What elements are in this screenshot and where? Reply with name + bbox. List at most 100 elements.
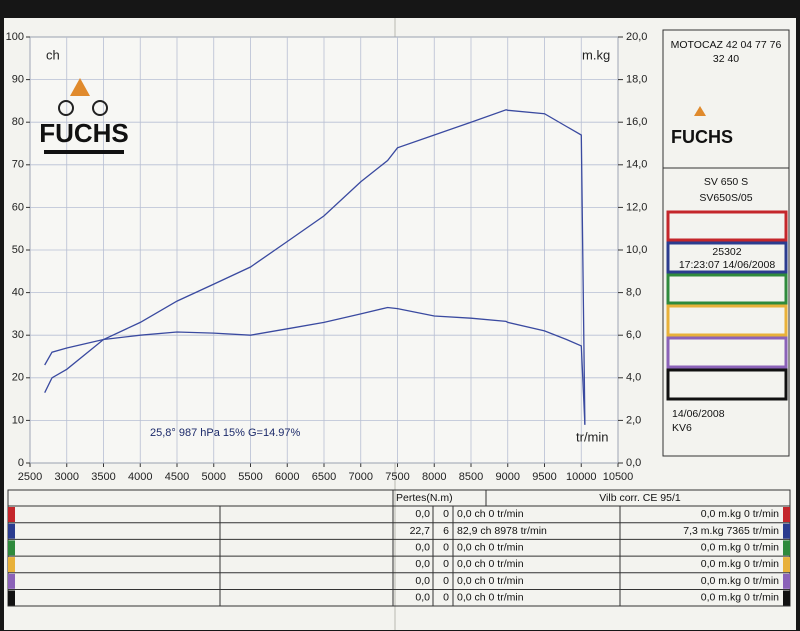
x-tick-label: 6500 <box>312 471 336 483</box>
curve <box>44 306 586 425</box>
row-swatch <box>783 557 790 573</box>
phone: 32 40 <box>713 53 739 65</box>
operator: KV6 <box>672 422 692 434</box>
x-tick-label: 2500 <box>18 471 42 483</box>
row-swatch <box>8 540 15 556</box>
cell: 0,0 ch 0 tr/min <box>457 592 524 604</box>
run-box <box>666 273 788 305</box>
logo: FUCHS <box>39 78 129 154</box>
x-tick-label: 3000 <box>55 471 79 483</box>
y-tick-label: 20 <box>12 372 24 384</box>
y-tick-label: 90 <box>12 74 24 86</box>
row-swatch <box>783 540 790 556</box>
run-time: 17:23:07 14/06/2008 <box>679 259 776 271</box>
run-id: 25302 <box>712 246 741 258</box>
y-tick-label: 40 <box>12 287 24 299</box>
y2-tick-label: 8,0 <box>626 287 641 299</box>
y-tick-label: 0 <box>18 457 24 469</box>
row-swatch <box>8 507 15 522</box>
cell: 0,0 ch 0 tr/min <box>457 558 524 570</box>
x-axis-label: tr/min <box>576 429 609 444</box>
y2-tick-label: 12,0 <box>626 201 647 213</box>
company: MOTOCAZ 42 04 77 76 <box>671 39 782 51</box>
run-box <box>666 241 788 274</box>
run-box <box>666 368 788 401</box>
row-swatch <box>8 573 15 589</box>
panel-logo-triangle <box>694 106 706 116</box>
run-box <box>666 210 788 242</box>
cell: 82,9 ch 8978 tr/min <box>457 525 547 537</box>
row-swatch <box>783 523 790 539</box>
y2-tick-label: 14,0 <box>626 159 647 171</box>
x-tick-label: 4500 <box>165 471 189 483</box>
y2-tick-label: 20,0 <box>626 31 647 43</box>
x-tick-label: 6000 <box>275 471 299 483</box>
y-tick-label: 70 <box>12 159 24 171</box>
plot: 2500 3000 3500 4000 4500 5000 5500 6000 6500 7000… <box>6 31 648 483</box>
header-standard: Vilb corr. CE 95/1 <box>599 492 681 504</box>
x-tick-label: 3500 <box>91 471 115 483</box>
x-tick-label: 7500 <box>385 471 409 483</box>
cell: 0 <box>443 592 449 604</box>
file: SV650S/05 <box>699 192 752 204</box>
curve <box>44 109 586 425</box>
x-tick-label: 9500 <box>532 471 556 483</box>
panel-frame <box>662 29 790 457</box>
cell: 0,0 <box>415 558 430 570</box>
y2-tick-label: 0,0 <box>626 457 641 469</box>
y2-tick-label: 18,0 <box>626 74 647 86</box>
cell: 0,0 m.kg 0 tr/min <box>701 558 779 570</box>
conditions: 25,8° 987 hPa 15% G=14.97% <box>150 427 300 439</box>
run-box <box>666 336 788 369</box>
cell: 0,0 ch 0 tr/min <box>457 541 524 553</box>
row-swatch <box>8 523 15 539</box>
x-tick-label: 8000 <box>422 471 446 483</box>
row-swatch <box>783 507 790 522</box>
y-tick-label: 100 <box>6 31 24 43</box>
cell: 0 <box>443 508 449 520</box>
logo-triangle <box>70 78 90 96</box>
cell: 0,0 <box>415 541 430 553</box>
cell: 0 <box>443 575 449 587</box>
logo-text: FUCHS <box>39 118 129 148</box>
cell: 0,0 <box>415 592 430 604</box>
logo-wheel <box>58 100 74 116</box>
date: 14/06/2008 <box>672 408 725 420</box>
y-tick-label: 10 <box>12 414 24 426</box>
y2-tick-label: 2,0 <box>626 414 641 426</box>
model: SV 650 S <box>704 176 748 188</box>
y-tick-label: 80 <box>12 116 24 128</box>
y-tick-label: 30 <box>12 329 24 341</box>
x-tick-label: 9000 <box>496 471 520 483</box>
logo-wheel <box>92 100 108 116</box>
x-tick-label: 8500 <box>459 471 483 483</box>
cell: 0,0 <box>415 575 430 587</box>
cell: 0,0 <box>415 508 430 520</box>
header-losses: Pertes(N.m) <box>396 492 453 504</box>
y-tick-label: 50 <box>12 244 24 256</box>
side-panel: MOTOCAZ 42 04 77 76 32 40 FUCHS SV 650 S… <box>662 29 790 457</box>
cell: 0,0 m.kg 0 tr/min <box>701 575 779 587</box>
row-swatch <box>783 573 790 589</box>
cell: 0,0 m.kg 0 tr/min <box>701 508 779 520</box>
x-tick-label: 7000 <box>349 471 373 483</box>
row-swatch <box>8 590 15 606</box>
cell: 7,3 m.kg 7365 tr/min <box>683 525 779 537</box>
cell: 22,7 <box>410 525 431 537</box>
y2-axis-label: m.kg <box>582 47 610 62</box>
y2-tick-label: 16,0 <box>626 116 647 128</box>
panel-logo: FUCHS <box>671 127 733 147</box>
x-tick-label: 10500 <box>603 471 634 483</box>
cell: 6 <box>443 525 449 537</box>
cell: 0,0 ch 0 tr/min <box>457 508 524 520</box>
x-tick-label: 5500 <box>238 471 262 483</box>
row-swatch <box>783 590 790 606</box>
row-swatch <box>8 557 15 573</box>
y2-tick-label: 10,0 <box>626 244 647 256</box>
y-tick-label: 60 <box>12 201 24 213</box>
x-tick-label: 10000 <box>566 471 597 483</box>
logo-bar <box>44 150 124 154</box>
cell: 0,0 ch 0 tr/min <box>457 575 524 587</box>
y2-tick-label: 4,0 <box>626 372 641 384</box>
x-tick-label: 4000 <box>128 471 152 483</box>
